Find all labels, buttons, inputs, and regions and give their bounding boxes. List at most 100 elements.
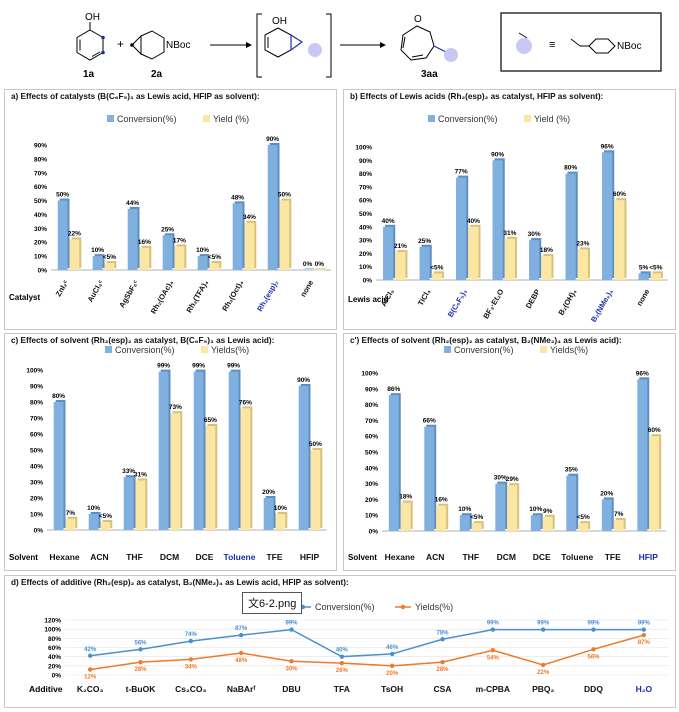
category-label: Hexane — [49, 552, 80, 562]
data-label-yield: <5% — [103, 254, 116, 261]
data-label-conversion: 80% — [564, 165, 577, 172]
data-label-conversion: 30% — [494, 475, 507, 482]
data-label-conversion: 99% — [192, 363, 205, 370]
y-tick-label: 0% — [38, 268, 48, 275]
data-label-yield: <5% — [99, 513, 112, 520]
panel-c-title: c) Effects of solvent (Rh₂(esp)₂ as cata… — [11, 336, 275, 345]
category-label: TFE — [605, 552, 621, 562]
legend-label-conversion: Conversion(%) — [115, 345, 175, 355]
bar-conversion — [162, 235, 173, 270]
point-conversion — [540, 627, 546, 632]
point-conversion — [238, 632, 244, 638]
y-tick-label: 30% — [359, 238, 372, 245]
data-label-yield: 22% — [537, 670, 550, 676]
data-label-conversion: 40% — [382, 218, 395, 225]
data-label-conversion: 78% — [436, 630, 449, 636]
data-label-conversion: 99% — [638, 621, 651, 627]
point-yield — [440, 659, 445, 665]
bar-yield — [614, 200, 625, 280]
y-tick-label: 90% — [34, 143, 47, 150]
chart-solvent-bnme2: Conversion(%) Yields(%) 0% 10% 20% 30% 40% 50% 6… — [348, 345, 666, 562]
panel-b: b) Effects of Lewis acids (Rh₂(esp)₂ as … — [343, 89, 676, 330]
category-label: Cs₂CO₃ — [175, 684, 206, 694]
y-tick-label: 0% — [52, 673, 62, 680]
panel-a: a) Effects of catalysts (B(C₆F₅)₃ as Lew… — [4, 89, 337, 330]
data-label-yield: 28% — [436, 667, 449, 673]
data-label-yield: 34% — [185, 664, 198, 670]
bar-yield — [471, 523, 482, 531]
bar-yield — [65, 518, 76, 530]
category-label: TiCl₄ — [416, 287, 433, 307]
legend-label-yield: Yields(%) — [211, 345, 249, 355]
point-yield — [289, 659, 294, 664]
data-label-yield: 76% — [239, 399, 252, 406]
y-tick-label: 30% — [365, 481, 378, 488]
point-yield — [591, 647, 596, 652]
y-tick-label: 80% — [48, 636, 61, 643]
y-tick-label: 0% — [34, 528, 44, 535]
data-label-conversion: 10% — [529, 506, 542, 513]
data-label-conversion: 96% — [636, 370, 649, 377]
data-label-conversion: 87% — [235, 626, 248, 632]
point-yield — [641, 632, 647, 638]
data-label-yield: 16% — [435, 497, 448, 504]
bar-conversion — [228, 371, 239, 530]
category-label: Hexane — [385, 552, 416, 562]
y-tick-label: 100% — [361, 371, 378, 378]
data-label-conversion: 30% — [528, 231, 541, 238]
data-label-yield: 31% — [134, 471, 147, 478]
data-label-yield: <5% — [649, 264, 662, 271]
bar-conversion — [424, 426, 435, 531]
nboc-legend-label: NBoc — [617, 41, 641, 52]
data-label-conversion: 99% — [157, 363, 170, 370]
data-label-yield: 73% — [169, 404, 182, 411]
bar-conversion — [638, 273, 649, 280]
bar-conversion — [492, 160, 503, 280]
bar-yield — [613, 519, 624, 531]
bar-yield — [209, 263, 220, 270]
label-3aa: 3aa — [421, 69, 438, 80]
bar-yield — [649, 436, 660, 531]
category-label: BF₃·Et₂O — [481, 287, 505, 320]
series-line-yield — [90, 634, 645, 671]
data-label-yield: 0% — [315, 261, 325, 268]
category-label: B₂(NMe₂)₄ — [589, 287, 615, 323]
data-label-conversion: 74% — [185, 632, 198, 638]
bar-conversion-depth — [304, 268, 315, 269]
bar-conversion — [127, 208, 138, 270]
bar-conversion — [88, 514, 99, 530]
y-tick-label: 70% — [30, 416, 43, 423]
category-label: DEBP — [524, 288, 542, 311]
data-label-yield: 12% — [84, 675, 97, 681]
bar-yield — [279, 200, 290, 270]
category-axis-title: Lewis acid — [348, 295, 389, 304]
legend-swatch-conversion — [444, 346, 451, 353]
panel-c: c) Effects of solvent (Rh₂(esp)₂ as cata… — [4, 333, 337, 571]
bar-yield — [436, 505, 447, 531]
data-label-conversion: 86% — [387, 386, 400, 393]
point-conversion — [87, 653, 93, 658]
y-tick-label: 10% — [30, 512, 43, 519]
category-label: Rh₂(Oct)₄ — [220, 278, 245, 313]
category-label: HFIP — [300, 552, 320, 562]
bar-conversion — [302, 270, 313, 271]
chart-catalysts: Conversion(%) Yield (%) 0% 10% 20% 30% 40% 50% 6… — [9, 114, 331, 315]
data-label-conversion: 20% — [600, 490, 613, 497]
bar-yield — [431, 273, 442, 280]
intermediate-structure: OH — [256, 13, 332, 78]
oh-label-intermediate: OH — [272, 16, 287, 27]
y-tick-label: 40% — [48, 654, 61, 661]
category-label: AgSbF₆ᶜ — [117, 278, 140, 309]
bar-conversion — [383, 226, 394, 280]
category-label: B₂(OH)₄ — [556, 287, 578, 317]
point-conversion — [440, 637, 445, 642]
y-tick-label: 20% — [30, 496, 43, 503]
data-label-conversion: 20% — [262, 489, 275, 496]
legend-label-conversion: Conversion(%) — [315, 602, 375, 612]
data-label-conversion: 90% — [266, 136, 279, 143]
bar-yield — [507, 485, 518, 531]
legend-label-conversion: Conversion(%) — [454, 345, 514, 355]
panel-c2-title: c') Effects of solvent (Rh₂(esp)₂ as cat… — [350, 336, 622, 345]
data-label-yield: 30% — [285, 666, 298, 672]
y-tick-label: 80% — [34, 156, 47, 163]
